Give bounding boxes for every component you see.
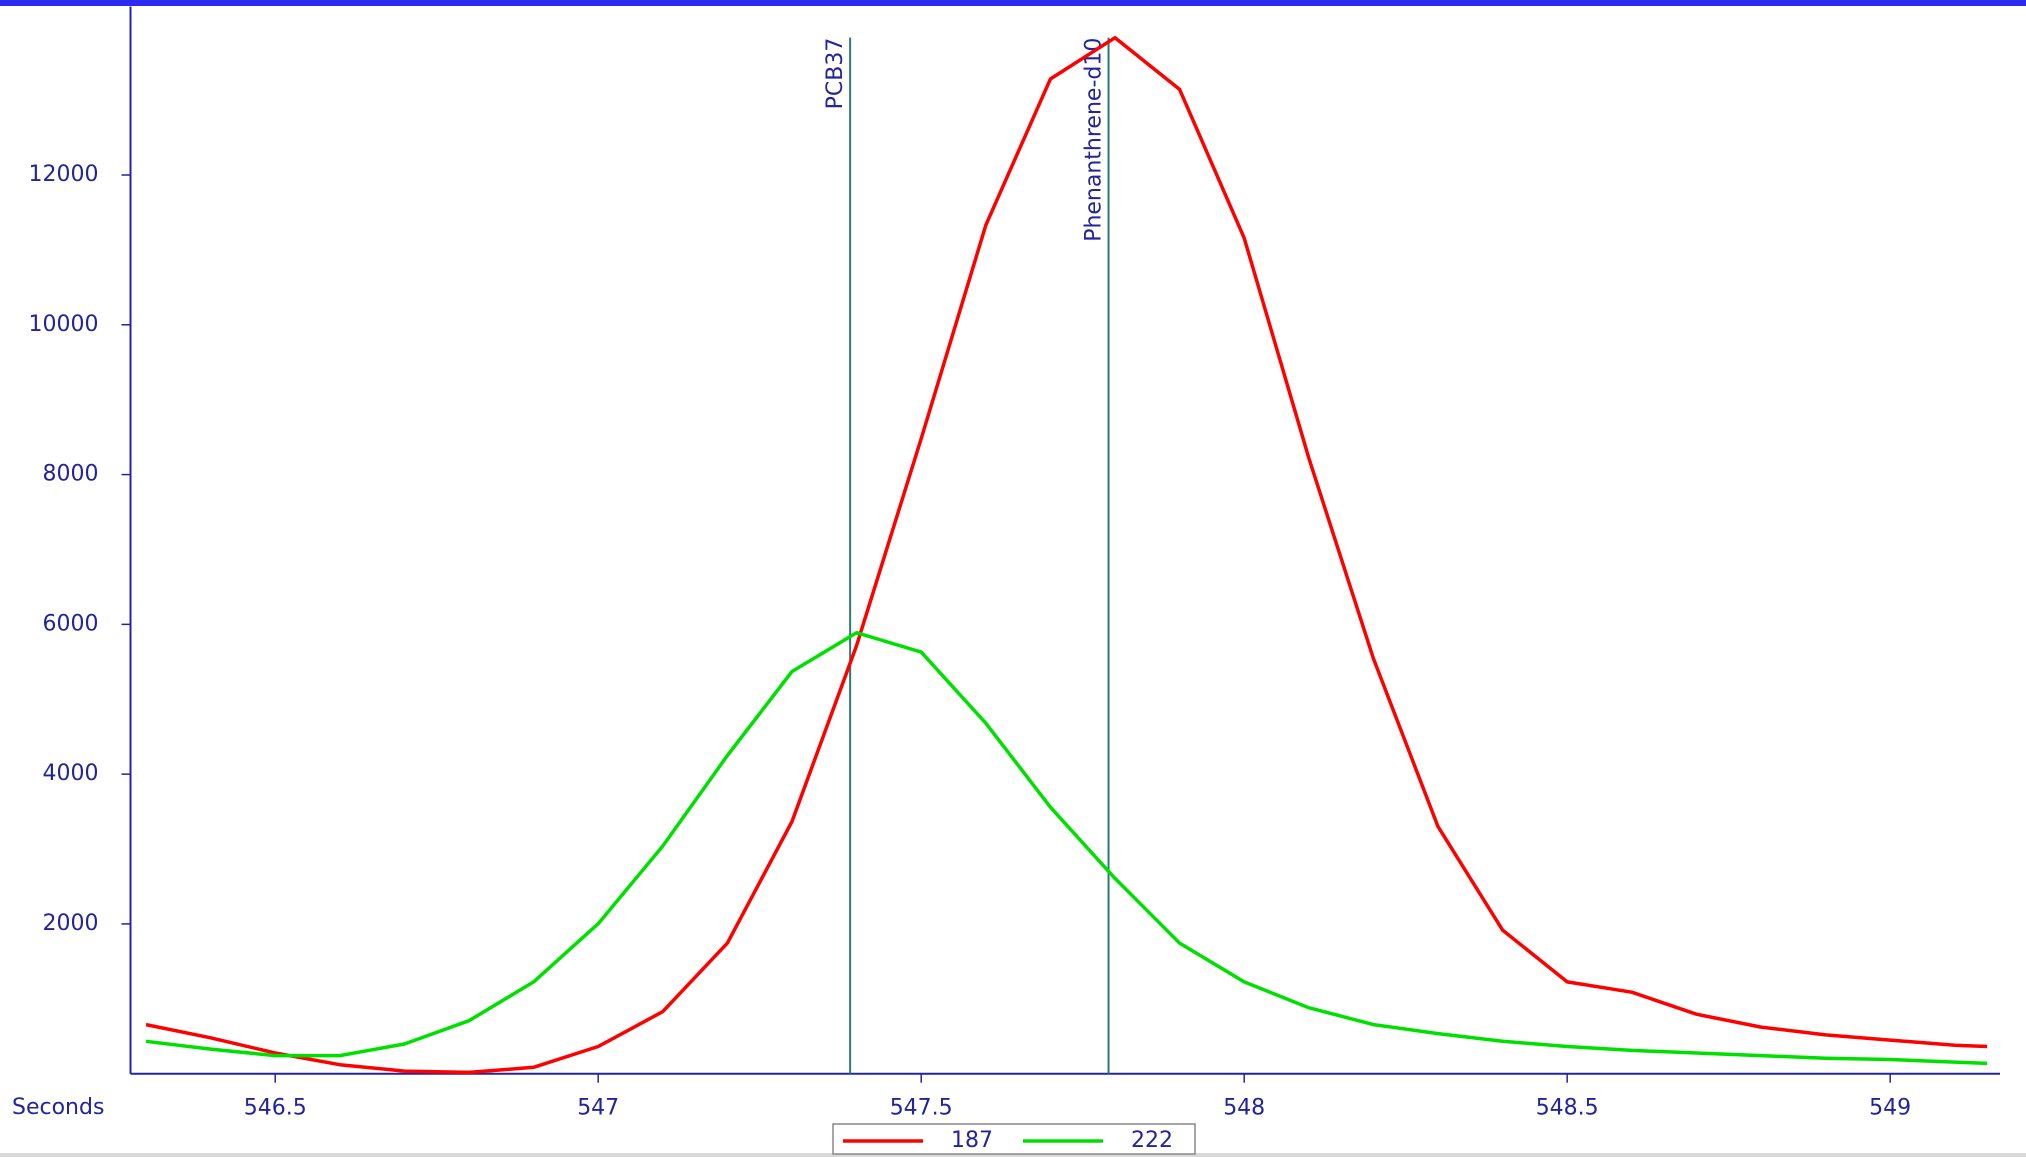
x-tick-label: 547.5: [890, 1096, 953, 1121]
legend-box: [832, 1123, 1196, 1155]
y-tick-label: 4000: [43, 761, 99, 786]
bottom-strip: [0, 1153, 2026, 1157]
x-tick-label: 548.5: [1536, 1096, 1599, 1121]
y-tick-label: 2000: [43, 911, 99, 936]
x-tick-label: 547: [577, 1096, 619, 1121]
series-line: [145, 35, 1988, 1075]
top-bar: [0, 0, 2026, 6]
marker-label: PCB37: [823, 38, 848, 110]
x-tick-label: 548: [1223, 1096, 1265, 1121]
legend-label: 187: [951, 1128, 993, 1153]
x-axis-label: Seconds: [12, 1095, 104, 1120]
y-tick-label: 12000: [29, 162, 99, 187]
y-tick-label: 8000: [43, 462, 99, 487]
series-line: [145, 630, 1988, 1066]
marker-label: Phenanthrene-d10: [1082, 38, 1107, 242]
x-tick-label: 549: [1869, 1096, 1911, 1121]
legend-label: 222: [1131, 1128, 1173, 1153]
y-tick-label: 6000: [43, 611, 99, 636]
y-tick-label: 10000: [29, 312, 99, 337]
x-tick-label: 546.5: [244, 1096, 307, 1121]
